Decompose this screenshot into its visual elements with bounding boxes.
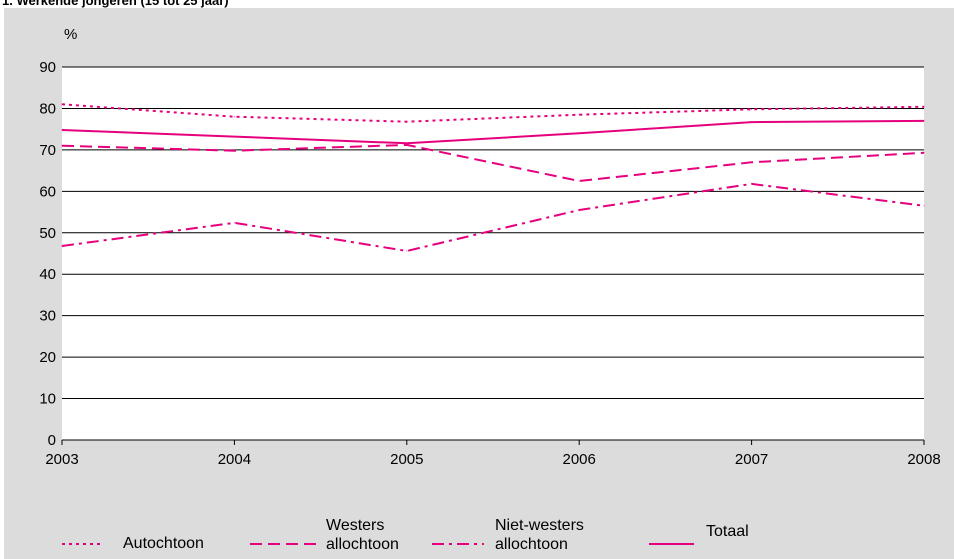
data-point — [406, 250, 408, 252]
data-point — [406, 142, 408, 144]
data-point — [233, 150, 235, 152]
data-point — [923, 120, 925, 122]
data-point — [751, 121, 753, 123]
series-line-westers-allochtoon — [61, 143, 925, 183]
data-point — [233, 222, 235, 224]
y-tick-label: 70 — [39, 142, 56, 159]
series-lines — [61, 103, 925, 253]
data-point — [923, 106, 925, 108]
data-point — [751, 183, 753, 185]
data-point — [233, 136, 235, 138]
x-tick-label: 2005 — [390, 451, 423, 468]
data-point — [61, 245, 63, 247]
y-tick-label: 60 — [39, 183, 56, 200]
y-axis-ticks: 0 10 20 30 40 50 60 70 80 90 — [39, 59, 56, 449]
x-tick-label: 2006 — [563, 451, 596, 468]
data-point — [923, 205, 925, 207]
y-tick-label: 90 — [39, 59, 56, 76]
data-point — [406, 121, 408, 123]
data-point — [578, 114, 580, 116]
line-chart: 0 10 20 30 40 50 60 70 80 90 2003 2004 2005 2006 2007… — [39, 26, 941, 553]
y-tick-label: 0 — [48, 432, 56, 449]
data-point — [61, 129, 63, 131]
y-tick-label: 20 — [39, 349, 56, 366]
y-tick-label: 50 — [39, 225, 56, 242]
data-point — [751, 161, 753, 163]
data-point — [61, 103, 63, 105]
legend-label-line: Westers — [326, 517, 384, 534]
series-line-niet-westers-allochtoon — [61, 182, 925, 253]
x-tick-label: 2008 — [907, 451, 940, 468]
y-tick-label: 40 — [39, 266, 56, 283]
x-axis-ticks: 2003 2004 2005 2006 2007 2008 — [45, 440, 941, 468]
chart-title: 1. Werkende jongeren (15 tot 25 jaar) — [2, 0, 229, 8]
data-point — [578, 180, 580, 182]
legend-label: Westers allochtoon — [326, 517, 399, 553]
data-point — [578, 132, 580, 134]
x-tick-label: 2003 — [45, 451, 78, 468]
legend-label-line: allochtoon — [495, 536, 568, 553]
data-point — [406, 144, 408, 146]
plot-area — [62, 67, 924, 440]
legend: Autochtoon Westers allochtoon Niet-westers a… — [62, 517, 749, 553]
data-point — [61, 145, 63, 147]
data-point — [751, 108, 753, 110]
legend-label: Totaal — [706, 523, 749, 540]
series-line-totaal — [61, 119, 925, 145]
y-tick-label: 10 — [39, 391, 56, 408]
chart-panel: 0 10 20 30 40 50 60 70 80 90 2003 2004 2005 2006 2007… — [4, 8, 954, 559]
legend-label: Autochtoon — [123, 535, 204, 552]
x-tick-label: 2004 — [218, 451, 251, 468]
data-point — [923, 152, 925, 154]
legend-label-line: Niet-westers — [495, 517, 584, 534]
data-point — [578, 209, 580, 211]
y-tick-label: 30 — [39, 308, 56, 325]
y-tick-label: 80 — [39, 100, 56, 117]
data-point — [233, 116, 235, 118]
y-axis-label: % — [64, 26, 77, 43]
legend-label-line: allochtoon — [326, 536, 399, 553]
x-tick-label: 2007 — [735, 451, 768, 468]
legend-label: Niet-westers allochtoon — [495, 517, 584, 553]
gridlines — [62, 66, 924, 400]
